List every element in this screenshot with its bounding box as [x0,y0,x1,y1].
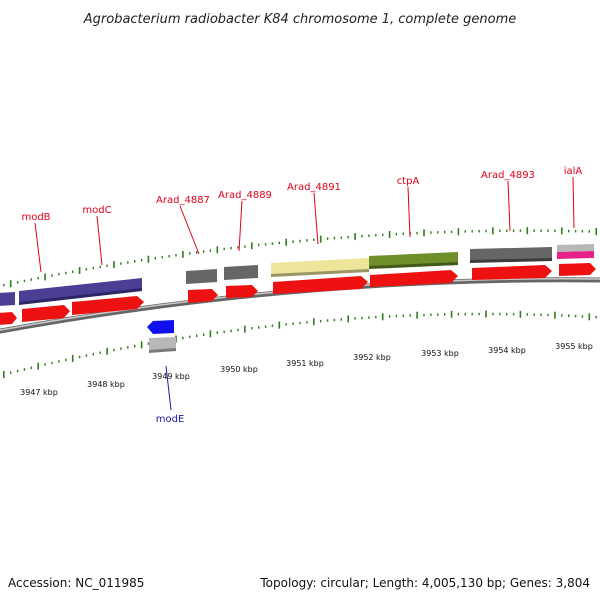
cds-arrow [226,285,258,298]
kbp-label: 3952 kbp [353,353,391,362]
gene-bar-modE-shadow [149,348,176,353]
kbp-label: 3953 kbp [421,349,459,358]
cds-arrow [188,289,218,303]
inner-tick-ring [2,310,597,378]
gene-label-modC: modC [82,205,111,216]
gene-label-ctpA: ctpA [397,176,420,187]
gene-label-modB: modB [21,212,50,223]
gene-bar-Arad_4893 [470,247,552,262]
leader-Arad_4889 [238,200,243,252]
gene-label-Arad_4889: Arad_4889 [218,190,272,201]
cds-arrow [370,270,458,287]
cds-arrow [22,305,70,322]
leader-Arad_4887 [179,205,200,255]
gene-bar-Arad_4887 [186,269,217,284]
genome-summary-text: Topology: circular; Length: 4,005,130 bp… [259,576,590,590]
gene-label-Arad_4887: Arad_4887 [156,195,210,206]
feature-track [0,244,594,306]
leader-modC [96,215,103,266]
gene-bar-ialA-top [557,244,594,252]
position-labels: 3947 kbp 3948 kbp 3949 kbp 3950 kbp 3951… [20,342,593,397]
cds-arrow [273,276,368,294]
cds-arrow [559,263,596,276]
kbp-label: 3954 kbp [488,346,526,355]
cds-arrow [0,312,17,325]
leader-ctpA [407,186,411,238]
kbp-label: 3955 kbp [555,342,593,351]
gene-label-Arad_4891: Arad_4891 [287,182,341,193]
gene-label-modE: modE [156,414,185,425]
gene-bar-modE [149,337,176,352]
kbp-label: 3951 kbp [286,359,324,368]
kbp-label: 3947 kbp [20,388,58,397]
gene-bar-left-fragment [0,292,15,306]
gene-bar-ctpA-shadow [369,262,458,269]
gene-labels: modB modC Arad_4887 Arad_4889 Arad_4891 … [21,166,582,425]
leader-ialA [572,176,575,229]
cds-track [0,263,596,325]
kbp-label: 3950 kbp [220,365,258,374]
accession-text: Accession: NC_011985 [8,576,144,590]
gene-bar-Arad_4891-shadow [271,269,369,277]
leader-modB [34,222,42,273]
gene-bar-modC [19,278,142,304]
gene-bar-Arad_4889 [224,265,258,280]
label-leaders [34,176,575,411]
cds-arrow [472,265,552,280]
gene-bar-ialA [557,251,594,259]
cds-arrow-reverse [147,320,174,334]
kbp-label: 3949 kbp [152,372,190,381]
leader-Arad_4893 [507,180,511,232]
map-title: Agrobacterium radiobacter K84 chromosome… [83,12,516,27]
kbp-label: 3948 kbp [87,380,125,389]
reverse-strand-track [147,320,176,353]
leader-Arad_4891 [313,192,319,245]
leader-modE [165,365,172,411]
gene-bar-modC-shadow [19,288,142,305]
gene-bar-Arad_4893-shadow [470,258,552,263]
cds-arrow [72,296,144,315]
gene-label-ialA: ialA [564,166,583,177]
gene-label-Arad_4893: Arad_4893 [481,170,535,181]
outer-tick-ring [3,227,598,288]
